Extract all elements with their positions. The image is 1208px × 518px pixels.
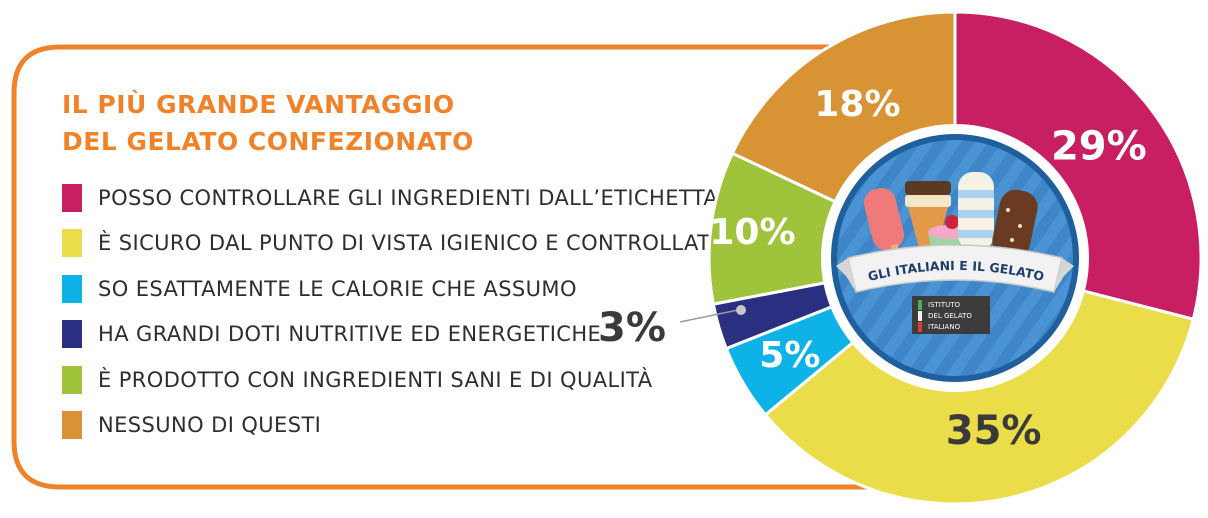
legend-item: È SICURO DAL PUNTO DI VISTA IGIENICO E C…: [62, 228, 727, 259]
pie-value-label: 18%: [814, 84, 900, 125]
legend-item: HA GRANDI DOTI NUTRITIVE ED ENERGETICHE: [62, 319, 727, 350]
pie-value-labels: 29% 35% 5% 3% 10% 18%: [598, 84, 1147, 454]
pie-value-label: 5%: [759, 335, 820, 376]
logo-line: DEL GELATO: [928, 312, 972, 320]
callout-dot: [736, 305, 746, 315]
legend-item: SO ESATTAMENTE LE CALORIE CHE ASSUMO: [62, 273, 727, 304]
pie-value-label: 10%: [709, 212, 795, 253]
logo-line: ISTITUTO: [928, 301, 961, 309]
legend-label: HA GRANDI DOTI NUTRITIVE ED ENERGETICHE: [98, 322, 602, 346]
legend-label: È PRODOTTO CON INGREDIENTI SANI E DI QUA…: [98, 367, 653, 392]
legend-swatch: [62, 229, 82, 257]
chart-title: IL PIÙ GRANDE VANTAGGIO DEL GELATO CONFE…: [62, 86, 474, 160]
legend-item: È PRODOTTO CON INGREDIENTI SANI E DI QUA…: [62, 364, 727, 395]
pie-value-label: 35%: [946, 408, 1042, 454]
legend: POSSO CONTROLLARE GLI INGREDIENTI DALL’E…: [62, 182, 727, 455]
institute-logo: ISTITUTO DEL GELATO ITALIANO: [912, 296, 990, 334]
pie-value-label: 29%: [1051, 123, 1147, 169]
legend-item: POSSO CONTROLLARE GLI INGREDIENTI DALL’E…: [62, 182, 727, 213]
logo-line: ITALIANO: [928, 323, 961, 331]
legend-swatch: [62, 183, 82, 212]
chart-title-line-1: IL PIÙ GRANDE VANTAGGIO: [62, 90, 455, 119]
legend-label: NESSUNO DI QUESTI: [98, 413, 322, 437]
legend-label: SO ESATTAMENTE LE CALORIE CHE ASSUMO: [98, 276, 577, 301]
ice-cream-illustration: [863, 172, 1038, 274]
center-badge: GLI ITALIANI E IL GELATO ISTITUTO DEL GE…: [821, 124, 1089, 392]
legend-label: POSSO CONTROLLARE GLI INGREDIENTI DALL’E…: [98, 185, 719, 210]
legend-swatch: [62, 274, 82, 303]
legend-item: NESSUNO DI QUESTI: [62, 410, 727, 441]
legend-label: È SICURO DAL PUNTO DI VISTA IGIENICO E C…: [98, 231, 728, 255]
pie-value-label: 3%: [598, 305, 666, 351]
legend-swatch: [62, 320, 82, 348]
legend-swatch: [62, 411, 82, 439]
chart-title-line-2: DEL GELATO CONFEZIONATO: [62, 127, 474, 156]
legend-swatch: [62, 365, 82, 394]
callout-line: [679, 309, 739, 323]
